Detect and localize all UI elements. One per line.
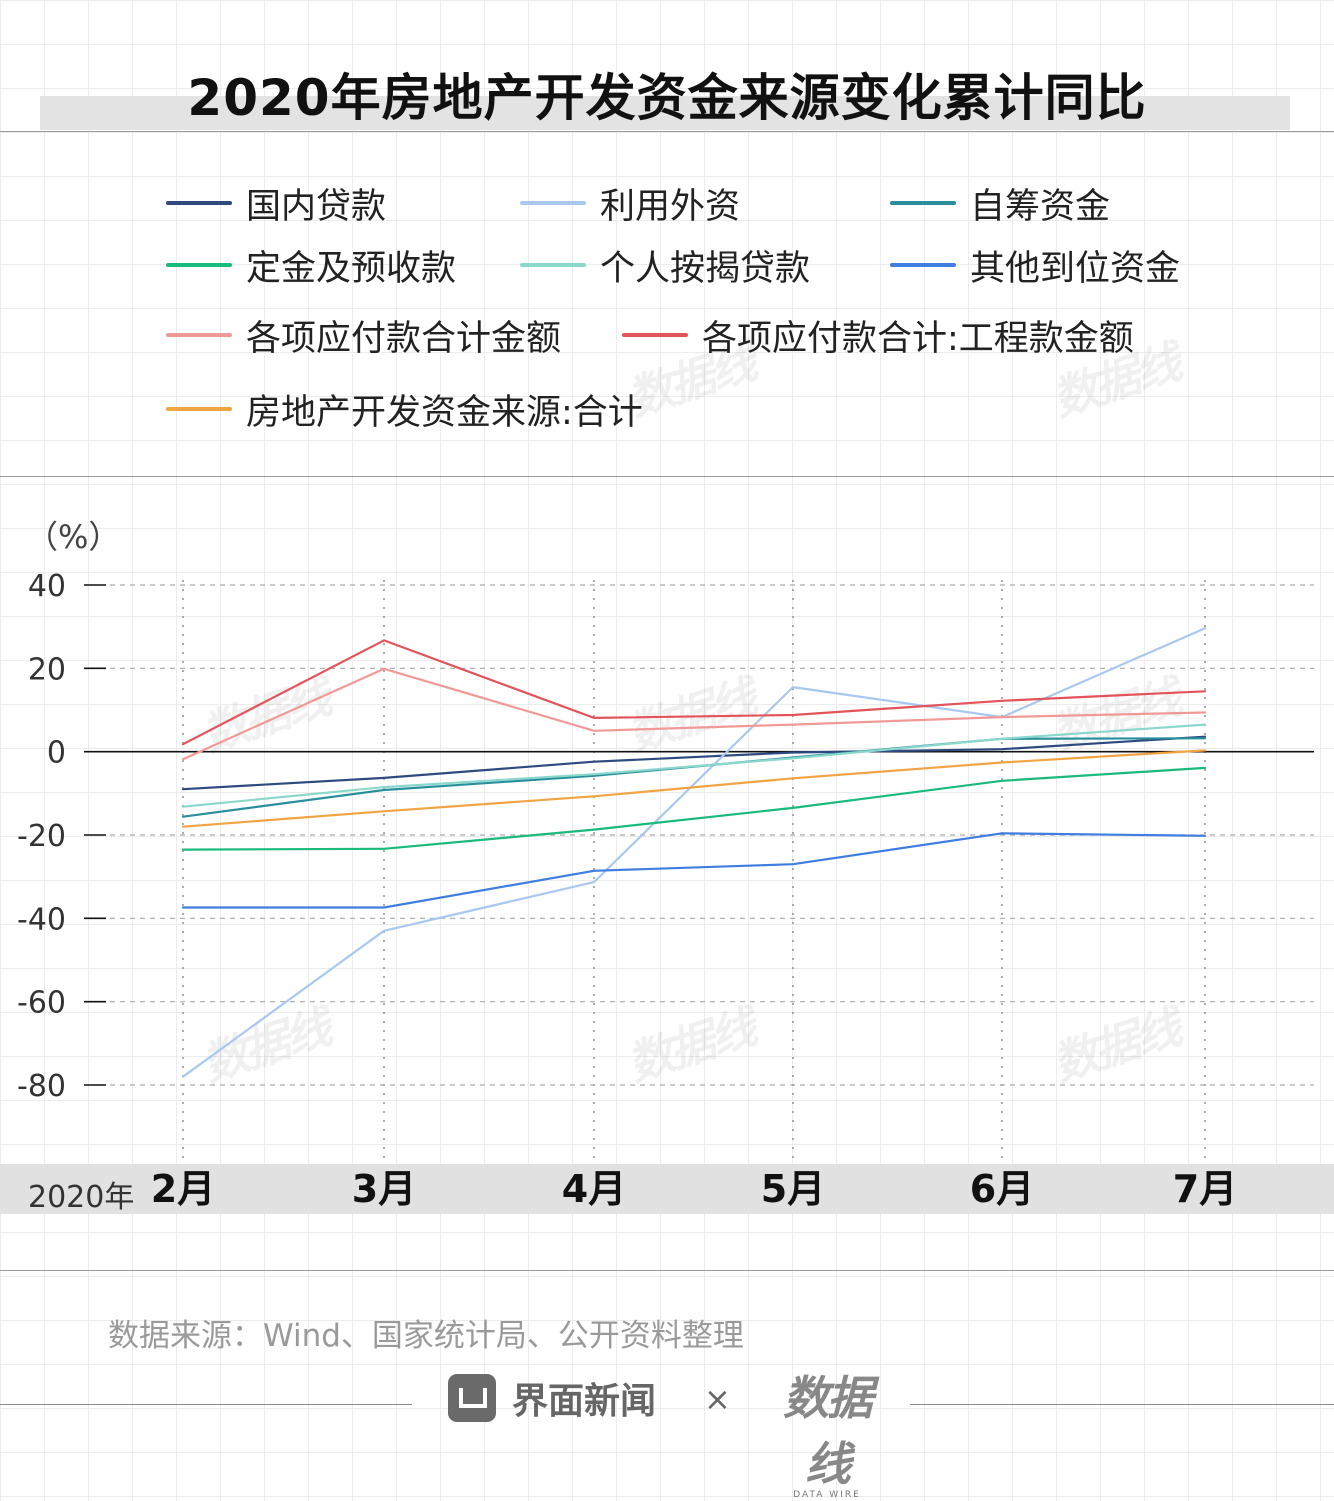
- legend-item: 个人按揭贷款: [520, 240, 810, 290]
- series-line: [181, 735, 1207, 791]
- legend-swatch: [890, 263, 956, 267]
- x-tick-label: 2月: [150, 1167, 216, 1211]
- x-axis-year: 2020年: [28, 1180, 135, 1215]
- legend-swatch: [520, 201, 586, 205]
- y-tick-label: -80: [17, 1069, 66, 1104]
- y-tick-label: 20: [28, 652, 66, 687]
- y-tick-label: -40: [17, 902, 66, 937]
- legend-swatch: [166, 407, 232, 411]
- legend-label: 自筹资金: [970, 186, 1111, 227]
- legend-item: 国内贷款: [166, 178, 386, 228]
- series-line: [181, 627, 1207, 1078]
- legend-label: 各项应付款合计金额: [246, 318, 562, 359]
- x-tick-label: 3月: [351, 1167, 417, 1211]
- divider: [0, 1404, 412, 1405]
- series-line: [181, 723, 1207, 808]
- legend-label: 定金及预收款: [246, 248, 457, 289]
- partner-name: 数据线: [783, 1371, 873, 1491]
- series-line: [181, 749, 1207, 828]
- legend-item: 各项应付款合计:工程款金额: [622, 310, 1134, 360]
- legend-label: 利用外资: [600, 186, 741, 227]
- legend-swatch: [166, 201, 232, 205]
- legend-item: 自筹资金: [890, 178, 1110, 228]
- legend-label: 各项应付款合计:工程款金额: [702, 318, 1134, 359]
- brand-icon: [448, 1374, 496, 1422]
- divider: [0, 1270, 1334, 1271]
- legend-swatch: [520, 263, 586, 267]
- line-chart: 40 20 0 -20 -40 -60 -80: [17, 569, 1314, 1160]
- times-sign: ×: [704, 1380, 731, 1418]
- legend-swatch: [622, 333, 688, 337]
- series-line: [181, 832, 1207, 909]
- title-band: [40, 96, 1290, 130]
- brand-logo: 界面新闻: [448, 1372, 656, 1424]
- divider: [0, 131, 1334, 132]
- brand-name: 界面新闻: [512, 1381, 657, 1422]
- legend-item: 利用外资: [520, 178, 740, 228]
- legend-item: 房地产开发资金来源:合计: [166, 384, 643, 434]
- y-tick-label: 40: [28, 569, 66, 604]
- legend-swatch: [166, 263, 232, 267]
- divider: [910, 1404, 1334, 1405]
- x-tick-label: 4月: [561, 1167, 627, 1211]
- legend-label: 个人按揭贷款: [600, 248, 811, 289]
- legend-item: 其他到位资金: [890, 240, 1180, 290]
- legend-item: 各项应付款合计金额: [166, 310, 561, 360]
- x-tick-label: 5月: [760, 1167, 826, 1211]
- y-tick-label: -60: [17, 986, 66, 1021]
- series-line: [181, 667, 1207, 761]
- y-tick-label: -20: [17, 819, 66, 854]
- data-source: 数据来源：Wind、国家统计局、公开资料整理: [108, 1318, 744, 1354]
- y-tick-label: 0: [47, 736, 66, 771]
- legend-label: 其他到位资金: [970, 248, 1181, 289]
- legend-item: 定金及预收款: [166, 240, 456, 290]
- x-tick-label: 7月: [1172, 1167, 1238, 1211]
- legend-label: 房地产开发资金来源:合计: [246, 392, 643, 433]
- legend-swatch: [166, 333, 232, 337]
- partner-subtitle: DATA WIRE: [793, 1490, 861, 1500]
- x-tick-label: 6月: [969, 1167, 1035, 1211]
- x-axis-band: [0, 1164, 1334, 1214]
- legend-swatch: [890, 201, 956, 205]
- legend-label: 国内贷款: [246, 186, 387, 227]
- divider: [0, 476, 1334, 477]
- chart-title: 2020年房地产开发资金来源变化累计同比: [187, 69, 1147, 127]
- series-line: [181, 766, 1207, 851]
- series-line: [181, 639, 1207, 746]
- partner-logo: 数据线 DATA WIRE: [762, 1362, 892, 1500]
- y-axis-unit: （%）: [26, 518, 121, 556]
